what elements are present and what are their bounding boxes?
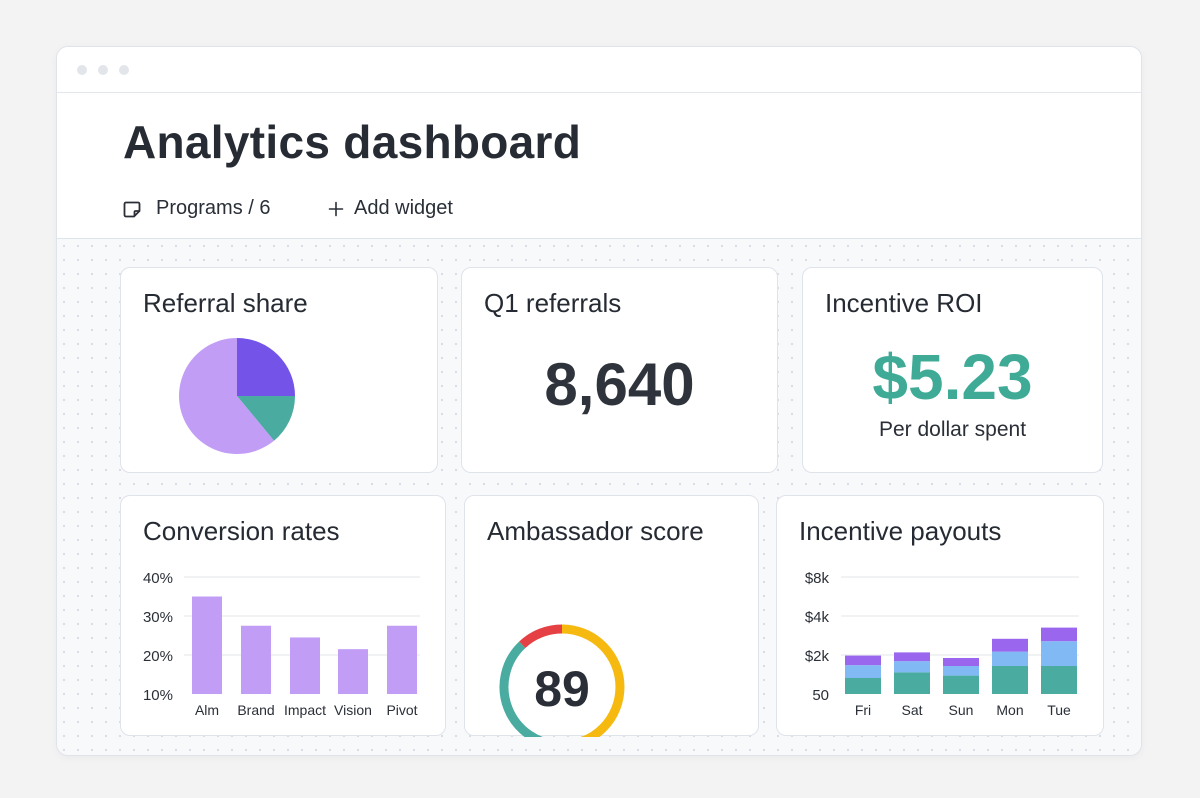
card-title: Conversion rates: [143, 516, 340, 546]
y-tick-label: $4k: [805, 609, 830, 626]
referral-share-pie-chart: [179, 338, 295, 454]
y-tick-label: 20%: [143, 648, 173, 665]
pie-slice-0: [237, 338, 295, 396]
gauge-segment-2: [519, 624, 563, 649]
bar-brand: [241, 625, 271, 694]
x-tick-label: Alm: [195, 702, 219, 718]
window-control-dot[interactable]: [98, 65, 108, 75]
x-tick-label: Vision: [334, 702, 372, 718]
incentive-roi-subtitle: Per dollar spent: [878, 418, 1027, 441]
stacked-bar-sat-segment-1: [894, 661, 930, 673]
page-title: Analytics dashboard: [123, 116, 582, 168]
y-tick-label: 50: [812, 687, 829, 704]
add-widget-label: Add widget: [354, 197, 453, 219]
gauge-segment-1: [499, 641, 544, 737]
gauge-segment-0: [561, 624, 625, 737]
programs-button[interactable]: Programs / 6: [123, 197, 270, 220]
stacked-bar-mon-segment-0: [992, 666, 1028, 694]
dashboard-window: Analytics dashboard Programs / 6 Add wid…: [56, 46, 1142, 756]
card-title: Referral share: [143, 288, 308, 318]
card-title: Incentive payouts: [799, 516, 1002, 546]
stacked-bar-fri-segment-0: [845, 678, 881, 694]
stacked-bar-sat-segment-2: [894, 652, 930, 662]
x-tick-label: Pivot: [386, 702, 417, 718]
stacked-bar-mon-segment-2: [992, 638, 1028, 652]
bar-pivot: [387, 625, 417, 694]
plus-icon: [328, 201, 344, 216]
pie-slice-1: [237, 396, 295, 441]
ambassador-score-card[interactable]: Ambassador score 89: [464, 495, 759, 737]
stacked-bar-sun-segment-1: [943, 666, 979, 676]
stacked-bar-tue-segment-2: [1041, 627, 1077, 642]
card-title: Ambassador score: [487, 516, 704, 546]
bar-vision: [338, 649, 368, 694]
y-tick-label: 40%: [143, 570, 173, 587]
stacked-bar-fri-segment-1: [845, 665, 881, 678]
window-control-dot[interactable]: [77, 65, 87, 75]
x-tick-label: Impact: [284, 702, 326, 718]
window-control-dot[interactable]: [119, 65, 129, 75]
incentive-roi-value: $5.23: [872, 341, 1033, 413]
x-tick-label: Fri: [855, 702, 871, 718]
card-title: Incentive ROI: [825, 288, 983, 318]
x-tick-label: Sun: [949, 702, 974, 718]
pie-slice-2: [179, 338, 274, 454]
x-tick-label: Sat: [901, 702, 922, 718]
bar-impact: [290, 637, 320, 694]
stacked-bar-sat-segment-0: [894, 672, 930, 694]
y-tick-label: 10%: [143, 687, 173, 704]
stacked-bar-tue-segment-0: [1041, 666, 1077, 694]
bar-alm: [192, 596, 222, 694]
y-tick-label: $2k: [805, 648, 830, 665]
stacked-bar-mon-segment-1: [992, 651, 1028, 666]
conversion-rates-card[interactable]: Conversion rates 40% 30% 20% 10% Alm Brand Imp…: [120, 495, 446, 736]
stacked-bar-sun-segment-2: [943, 658, 979, 666]
q1-referrals-card[interactable]: Q1 referrals 8,640: [461, 267, 778, 473]
referral-share-card[interactable]: Referral share: [120, 267, 438, 473]
x-tick-label: Brand: [237, 702, 274, 718]
stacked-bar-tue-segment-1: [1041, 641, 1077, 666]
window-titlebar: [57, 47, 1141, 93]
ambassador-score-gauge: 89: [499, 624, 625, 737]
y-tick-label: 30%: [143, 609, 173, 626]
ambassador-score-value: 89: [534, 661, 590, 717]
conversion-rates-bar-chart: 40% 30% 20% 10% Alm Brand Impact Vision Pivot: [143, 570, 420, 718]
incentive-roi-card[interactable]: Incentive ROI $5.23 Per dollar spent: [802, 267, 1103, 473]
add-widget-button[interactable]: Add widget: [328, 197, 453, 220]
incentive-payouts-card[interactable]: Incentive payouts $8k $4k $2k 50 Fri Sat Sun Mo…: [776, 495, 1104, 736]
stacked-bar-sun-segment-0: [943, 675, 979, 694]
x-tick-label: Mon: [996, 702, 1023, 718]
y-tick-label: $8k: [805, 570, 830, 587]
x-tick-label: Tue: [1047, 702, 1071, 718]
note-icon: [123, 201, 141, 217]
programs-label: Programs / 6: [156, 197, 271, 219]
card-title: Q1 referrals: [484, 288, 622, 318]
stacked-bar-fri-segment-2: [845, 655, 881, 666]
incentive-payouts-stacked-bar-chart: $8k $4k $2k 50 Fri Sat Sun Mon Tue: [805, 570, 1079, 718]
q1-referrals-value: 8,640: [544, 351, 695, 418]
page-header: Analytics dashboard: [57, 93, 1141, 239]
